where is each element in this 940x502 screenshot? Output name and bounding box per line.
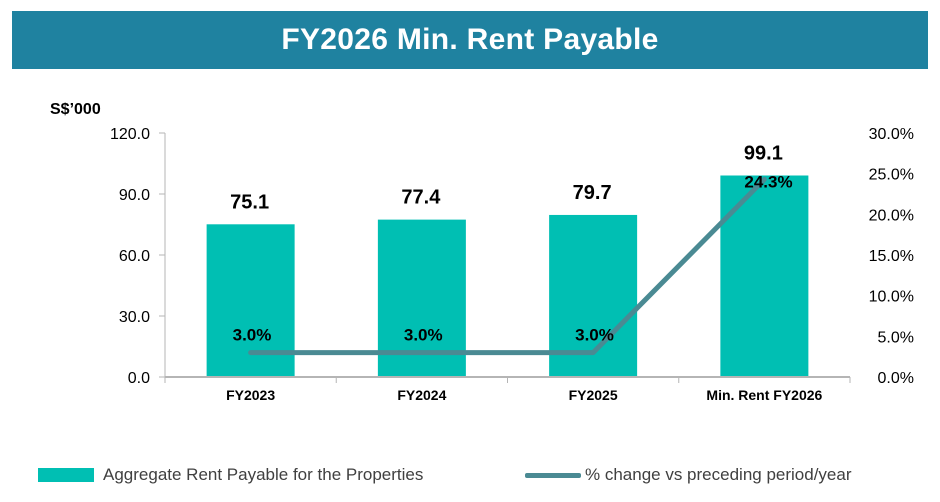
line-value-label: 3.0% — [575, 326, 614, 345]
y2-tick-label: 25.0% — [869, 167, 914, 184]
y2-tick-label: 5.0% — [878, 329, 914, 346]
legend-item-bars: Aggregate Rent Payable for the Propertie… — [38, 462, 423, 488]
legend-line-swatch — [525, 472, 581, 478]
legend-line-label: % change vs preceding period/year — [585, 465, 852, 484]
y2-tick-label: 15.0% — [869, 248, 914, 265]
legend-item-line: % change vs preceding period/year — [525, 462, 852, 488]
bar-value-label: 79.7 — [573, 182, 612, 204]
y-tick-label: 0.0 — [128, 370, 150, 387]
chart-title: FY2026 Min. Rent Payable — [281, 23, 659, 56]
bar-value-label: 75.1 — [230, 191, 269, 213]
y2-tick-label: 0.0% — [878, 370, 914, 387]
y-tick-label: 30.0 — [119, 309, 150, 326]
y-axis-unit-label: S$’000 — [50, 101, 101, 118]
line-value-label: 3.0% — [404, 326, 443, 345]
y-tick-label: 120.0 — [110, 126, 150, 143]
y2-tick-label: 10.0% — [869, 289, 914, 306]
line-value-label: 3.0% — [233, 326, 272, 345]
bar-value-label: 99.1 — [744, 142, 783, 164]
title-banner: FY2026 Min. Rent Payable — [12, 11, 928, 69]
legend-bar-swatch — [38, 468, 94, 482]
bar-4 — [720, 175, 809, 377]
y-tick-label: 60.0 — [119, 248, 150, 265]
x-tick-label: FY2024 — [397, 387, 446, 403]
line-value-label: 24.3% — [744, 172, 792, 191]
y2-tick-label: 20.0% — [869, 207, 914, 224]
y2-tick-label: 30.0% — [869, 126, 914, 143]
x-tick-label: FY2025 — [569, 387, 618, 403]
x-tick-label: FY2023 — [226, 387, 275, 403]
bar-value-label: 77.4 — [401, 187, 441, 209]
pct-change-line — [248, 176, 767, 356]
x-tick-label: Min. Rent FY2026 — [706, 387, 822, 403]
legend-bar-label: Aggregate Rent Payable for the Propertie… — [103, 465, 424, 484]
y-tick-label: 90.0 — [119, 187, 150, 204]
